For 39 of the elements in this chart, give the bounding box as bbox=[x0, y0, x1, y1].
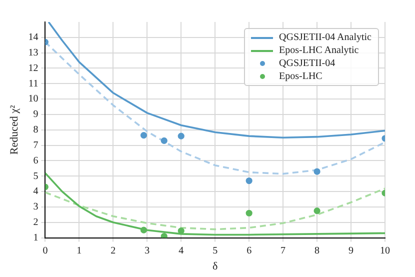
y-tick-label: 13 bbox=[28, 47, 38, 58]
point bbox=[246, 177, 252, 184]
point bbox=[314, 208, 320, 214]
x-tick-label: 5 bbox=[212, 245, 218, 256]
y-tick-label: 7 bbox=[33, 140, 38, 151]
point bbox=[160, 137, 168, 144]
point bbox=[160, 232, 168, 238]
y-tick-label: 12 bbox=[28, 62, 38, 74]
y-tick-label: 5 bbox=[33, 170, 38, 182]
y-tick-label: 9 bbox=[33, 109, 38, 120]
x-tick-label: 6 bbox=[246, 245, 252, 256]
y-tick-label: 2 bbox=[33, 217, 38, 228]
legend-label: QGSJETII-04 Analytic bbox=[279, 31, 372, 44]
x-tick-label: 2 bbox=[110, 245, 116, 256]
point bbox=[314, 168, 320, 175]
legend-label: Epos-LHC bbox=[279, 70, 322, 83]
y-tick-label: 10 bbox=[28, 94, 38, 105]
x-tick-label: 0 bbox=[42, 245, 48, 256]
y-tick-label: 4 bbox=[33, 186, 38, 198]
point bbox=[140, 132, 148, 139]
x-tick-label: 9 bbox=[348, 245, 354, 256]
x-tick-label: 1 bbox=[76, 245, 82, 256]
y-tick-label: 3 bbox=[33, 202, 38, 213]
x-tick-label: 10 bbox=[380, 245, 390, 256]
x-tick-label: 8 bbox=[314, 245, 320, 256]
x-tick-label: 3 bbox=[144, 245, 150, 256]
point bbox=[246, 210, 252, 216]
x-tick-label: 7 bbox=[280, 245, 286, 256]
point bbox=[178, 132, 184, 140]
y-tick-label: 11 bbox=[28, 78, 38, 90]
x-axis-title: δ bbox=[212, 260, 218, 272]
y-tick-label: 8 bbox=[33, 124, 38, 136]
y-tick-label: 6 bbox=[33, 155, 38, 166]
legend-label: Epos-LHC Analytic bbox=[279, 44, 359, 57]
x-tick-label: 4 bbox=[178, 245, 184, 256]
y-axis-title: Reduced χ² bbox=[8, 104, 20, 155]
y-tick-label: 1 bbox=[33, 232, 38, 244]
legend-label: QGSJETII-04 bbox=[279, 57, 336, 70]
y-tick-label: 14 bbox=[28, 32, 38, 44]
